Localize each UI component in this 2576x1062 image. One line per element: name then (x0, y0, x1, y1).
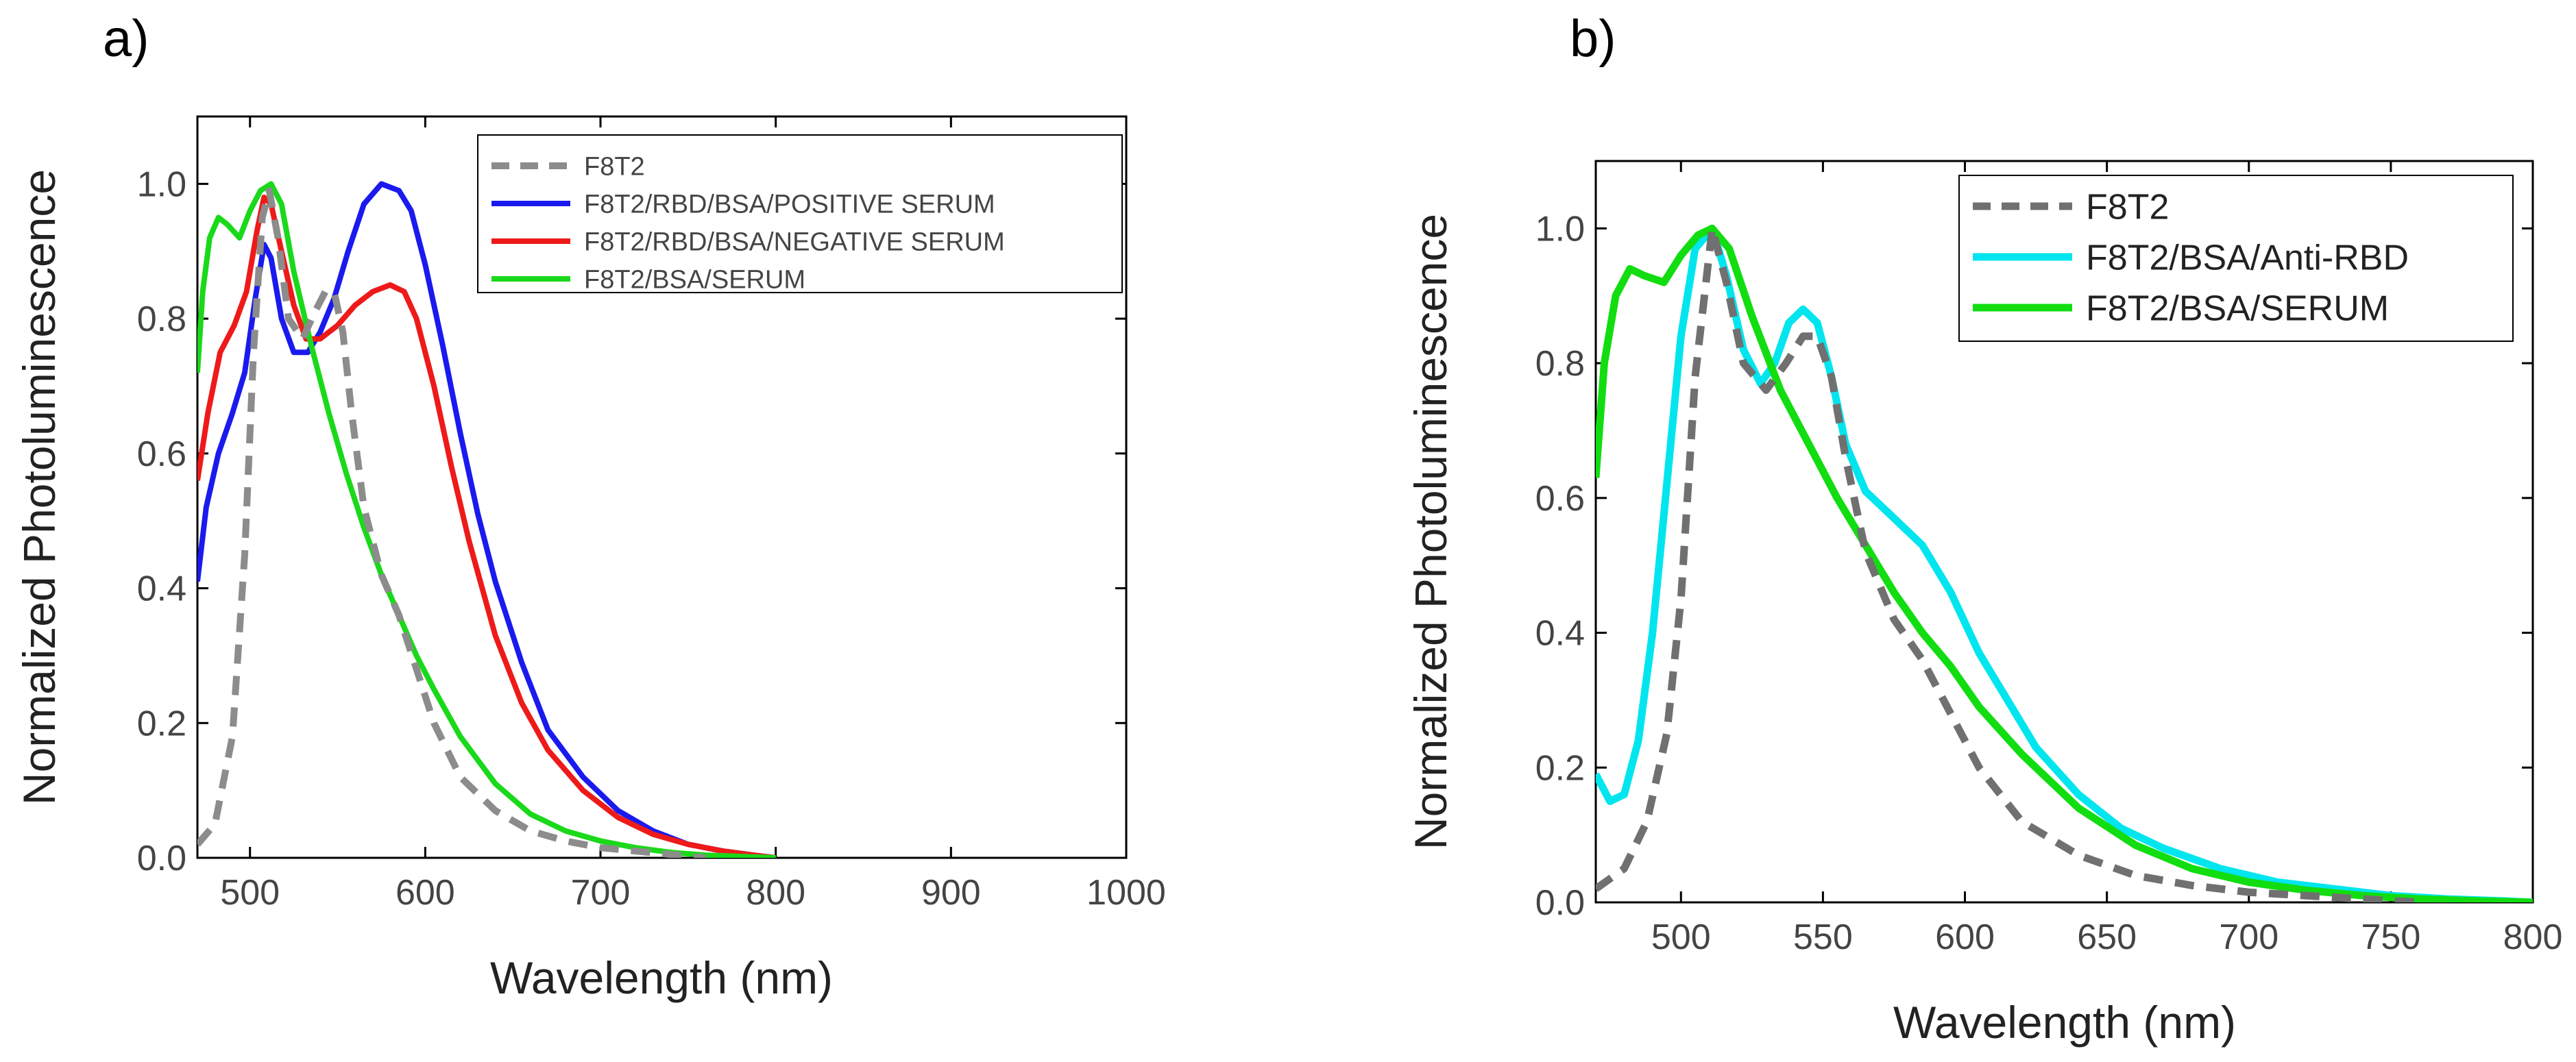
panel-a-ticks: 500 600 700 800 900 1000 0.0 0.2 0.4 0.6 0.8 1.0 (137, 116, 1166, 913)
panel-b-ytick-label: 1.0 (1535, 209, 1585, 249)
panel-a-ytick-label: 0.8 (137, 299, 186, 339)
panel-b-series (1596, 224, 2533, 902)
panel-b-legend-label: F8T2/BSA/SERUM (2086, 289, 2389, 329)
panel-b-xtick-label: 750 (2361, 917, 2420, 957)
panel-a-xlabel: Wavelength (nm) (490, 952, 833, 1003)
panel-a-xtick-label: 1000 (1086, 873, 1166, 913)
panel-b-xtick-label: 600 (1935, 917, 1995, 957)
panel-a-series-line (197, 181, 777, 858)
panel-b-plot-frame (1594, 160, 2534, 904)
panel-a-xtick-label: 800 (746, 873, 805, 913)
panel-b-legend-label: F8T2/BSA/Anti-RBD (2086, 238, 2409, 278)
panel-a-series (197, 181, 777, 858)
panel-b-xtick-label: 800 (2503, 917, 2563, 957)
panel-a-legend-label: F8T2/BSA/SERUM (584, 266, 805, 295)
panel-a-xtick-label: 900 (921, 873, 981, 913)
panel-a-ytick-label: 1.0 (137, 164, 186, 204)
panel-b-chart: b) Normalized Photoluminescence Waveleng… (1405, 10, 2562, 1048)
panel-a-legend: F8T2 F8T2/RBD/BSA/POSITIVE SERUM F8T2/RBD/… (477, 134, 1123, 295)
panel-a-legend-label: F8T2/RBD/BSA/POSITIVE SERUM (584, 190, 995, 219)
panel-b-ticks: 500 550 600 650 700 750 800 0.0 0.2 0.4 0.6 0.8 1.0 (1535, 161, 2563, 957)
panel-a-xtick-label: 500 (220, 873, 280, 913)
panel-a-series-line (197, 195, 777, 858)
panel-a-legend-label: F8T2/RBD/BSA/NEGATIVE SERUM (584, 228, 1005, 257)
panel-a-ytick-label: 0.2 (137, 704, 186, 743)
panel-b-ytick-label: 0.2 (1535, 748, 1585, 788)
panel-a-label: a) (103, 10, 149, 68)
panel-b-xtick-label: 550 (1793, 917, 1853, 957)
panel-a-plot-frame (196, 115, 1128, 859)
panel-b-xlabel: Wavelength (nm) (1893, 997, 2236, 1048)
panel-b-xtick-label: 650 (2077, 917, 2137, 957)
panel-a-series-line (197, 187, 706, 858)
panel-b-legend-label: F8T2 (2086, 188, 2169, 227)
panel-a-legend-label: F8T2 (584, 153, 645, 182)
panel-b-series-line (1596, 224, 2420, 902)
panel-b-ytick-label: 0.8 (1535, 344, 1585, 384)
panel-a-series-line (197, 181, 776, 858)
panel-a-ylabel: Normalized Photoluminescence (14, 169, 64, 805)
panel-b-xtick-label: 500 (1651, 917, 1711, 957)
panel-b-label: b) (1570, 10, 1616, 68)
panel-a-ytick-label: 0.4 (137, 569, 186, 609)
panel-a-ytick-label: 0.0 (137, 839, 186, 878)
panel-b-legend: F8T2 F8T2/BSA/Anti-RBD F8T2/BSA/SERUM (1958, 175, 2514, 342)
panel-a-ytick-label: 0.6 (137, 434, 186, 474)
panel-a-xtick-label: 700 (571, 873, 631, 913)
panel-b-ytick-label: 0.6 (1535, 479, 1585, 519)
panel-a-xtick-label: 600 (396, 873, 455, 913)
panel-b-ylabel: Normalized Photoluminescence (1405, 214, 1456, 850)
panel-b-xtick-label: 700 (2219, 917, 2279, 957)
panel-b-ytick-label: 0.4 (1535, 614, 1585, 654)
panel-a-chart: a) Normalized Photoluminescence Waveleng… (14, 10, 1166, 1003)
panel-b-ytick-label: 0.0 (1535, 883, 1585, 923)
panel-a-legend-box (477, 134, 1123, 293)
